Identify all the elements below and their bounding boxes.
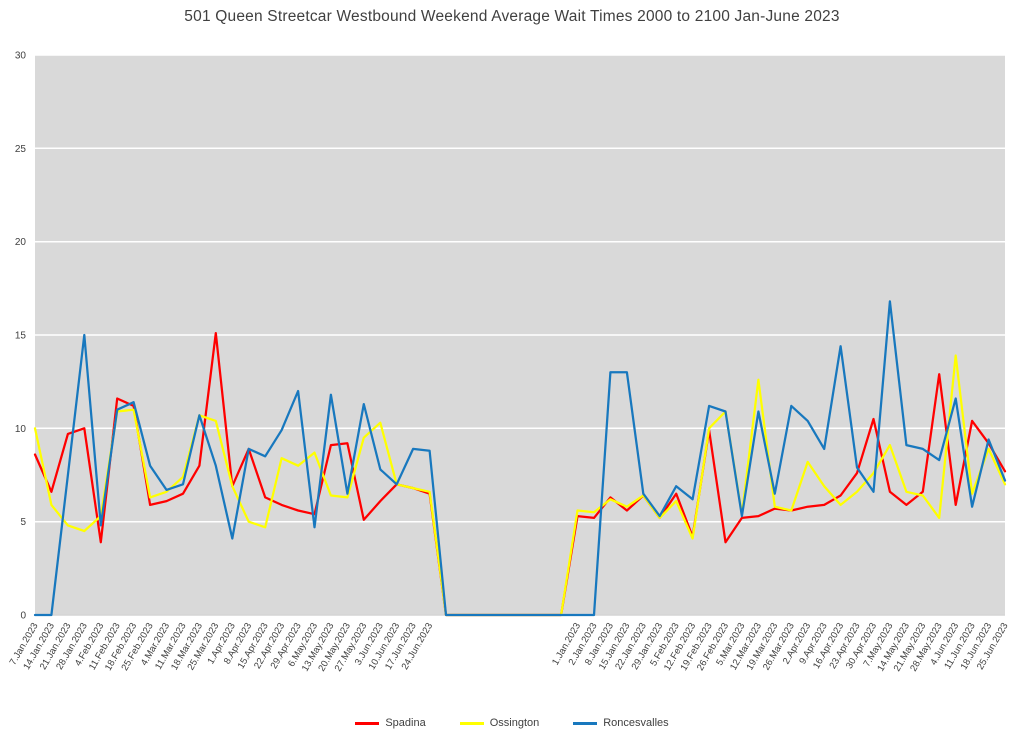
y-tick-label: 0: [20, 611, 26, 622]
legend-label-ossington: Ossington: [489, 717, 540, 729]
legend-item-spadina: Spadina: [355, 717, 426, 729]
y-tick-label: 5: [20, 517, 26, 528]
legend-item-roncesvalles: Roncesvalles: [573, 717, 669, 729]
series-line-roncesvalles: [33, 300, 1007, 617]
y-tick-label: 30: [15, 51, 27, 62]
chart-title: 501 Queen Streetcar Westbound Weekend Av…: [184, 8, 840, 25]
legend-swatch-roncesvalles: [573, 721, 598, 725]
y-tick-label: 10: [15, 424, 27, 435]
legend-label-spadina: Spadina: [385, 717, 426, 729]
legend-label-roncesvalles: Roncesvalles: [603, 717, 669, 729]
y-tick-label: 25: [15, 144, 27, 155]
legend-swatch-spadina: [355, 721, 380, 725]
legend-item-ossington: Ossington: [459, 717, 540, 729]
y-tick-label: 20: [15, 237, 27, 248]
legend-swatch-ossington: [459, 721, 484, 725]
chart-legend: Spadina Ossington Roncesvalles: [0, 717, 1024, 729]
y-tick-label: 15: [15, 331, 27, 342]
